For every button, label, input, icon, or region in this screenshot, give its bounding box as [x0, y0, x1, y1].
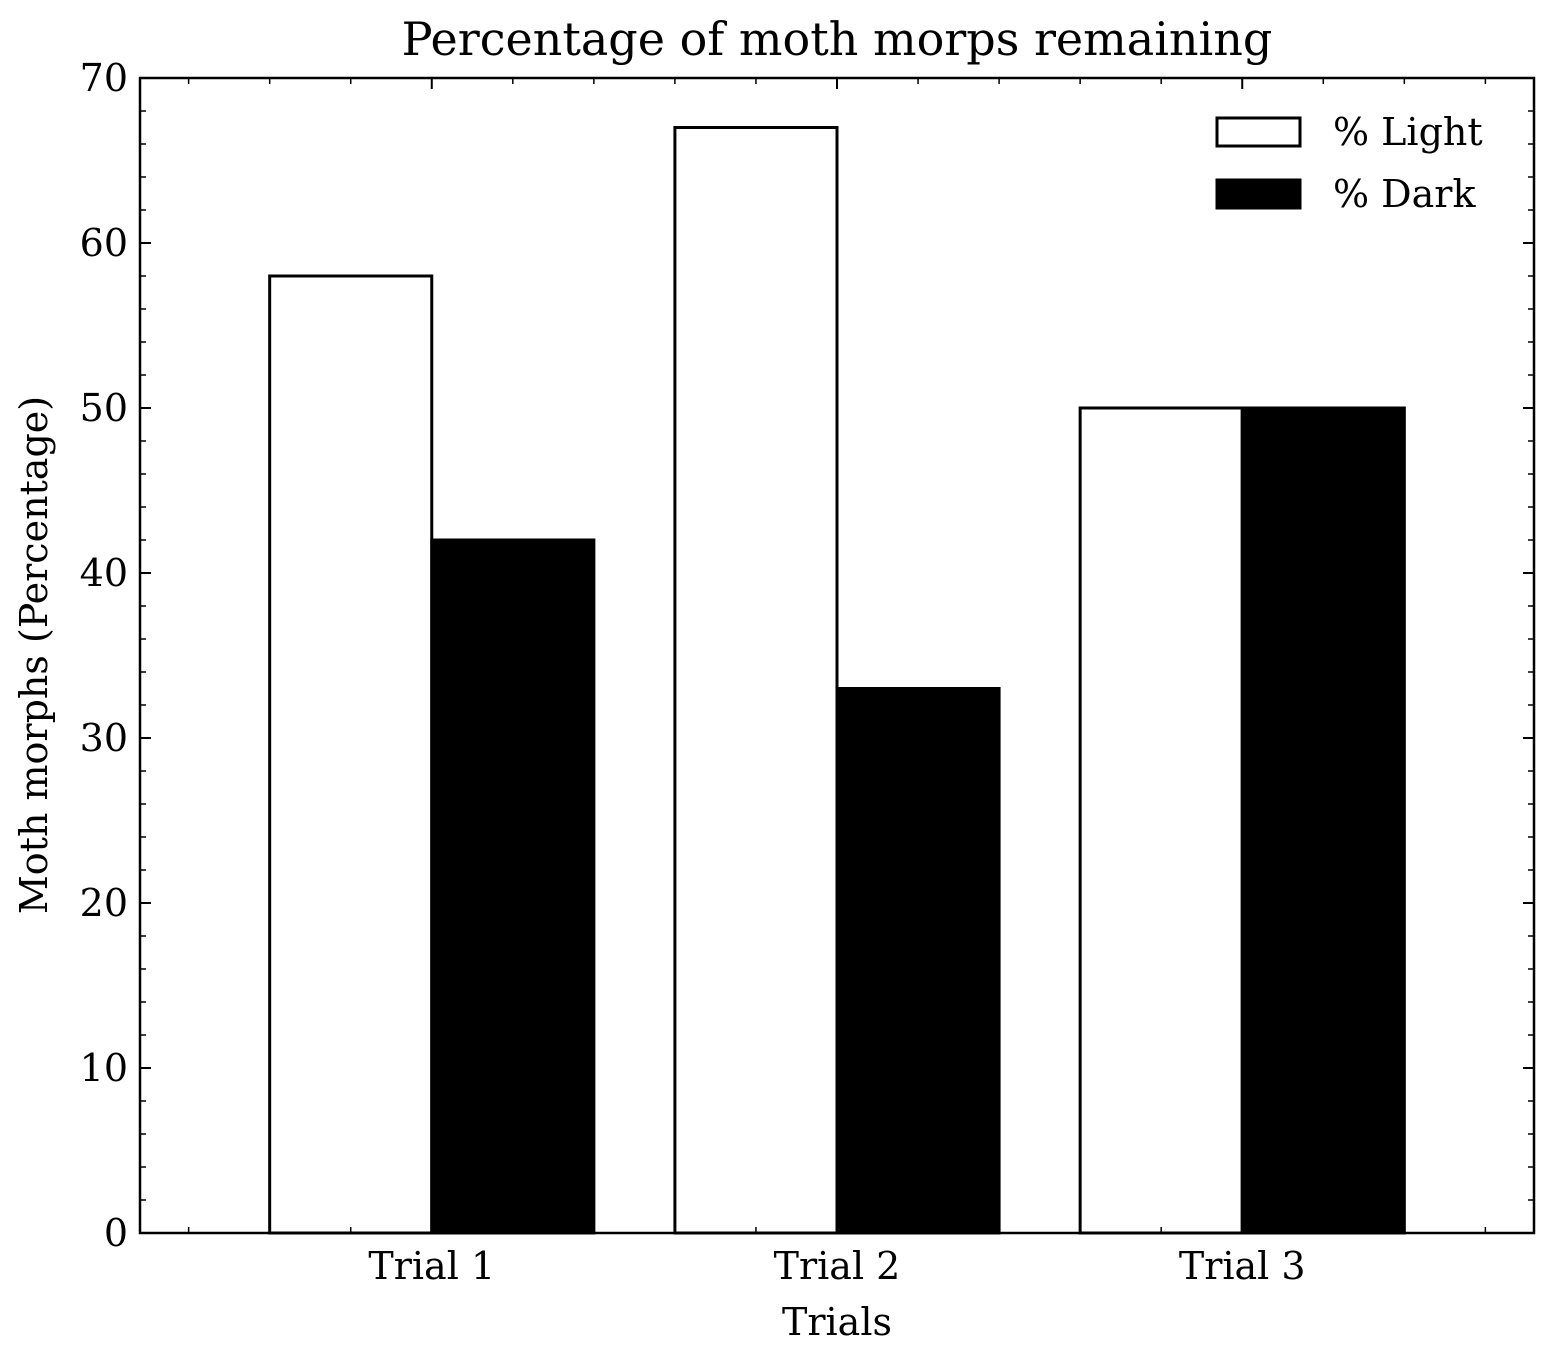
- bar-light-1: [268, 274, 434, 1235]
- x-axis-label: Trials: [782, 1300, 892, 1344]
- y-tick-label: 30: [80, 716, 128, 760]
- bar-light-2: [673, 126, 839, 1235]
- y-tick-label: 40: [80, 551, 128, 595]
- y-tick-label: 10: [80, 1046, 128, 1090]
- legend-label-dark: % Dark: [1333, 172, 1476, 216]
- y-tick-label: 60: [80, 221, 128, 265]
- legend-label-light: % Light: [1333, 110, 1483, 154]
- bar-light-3: [1078, 406, 1244, 1235]
- legend: % Light % Dark: [1215, 110, 1483, 216]
- y-axis-label: Moth morphs (Percentage): [12, 396, 56, 914]
- plot-frame: [138, 76, 1536, 1235]
- y-tick-label: 0: [104, 1211, 128, 1255]
- x-tick-label: Trial 1: [368, 1244, 495, 1288]
- bar-dark-1: [430, 538, 596, 1235]
- bar-dark-2: [835, 687, 1001, 1235]
- y-tick-label: 50: [80, 386, 128, 430]
- x-tick-labels: Trial 1 Trial 2 Trial 3: [368, 1244, 1305, 1288]
- legend-swatch-dark: [1215, 178, 1302, 210]
- chart-title: Percentage of moth morps remaining: [402, 12, 1273, 66]
- x-tick-label: Trial 3: [1179, 1244, 1306, 1288]
- y-tick-labels: 0 10 20 30 40 50 60 70: [80, 56, 128, 1255]
- legend-swatch-light: [1215, 116, 1302, 148]
- y-tick-label: 70: [80, 56, 128, 100]
- bars-group: [268, 126, 1406, 1235]
- y-tick-label: 20: [80, 881, 128, 925]
- bar-dark-3: [1240, 406, 1406, 1235]
- x-tick-label: Trial 2: [774, 1244, 901, 1288]
